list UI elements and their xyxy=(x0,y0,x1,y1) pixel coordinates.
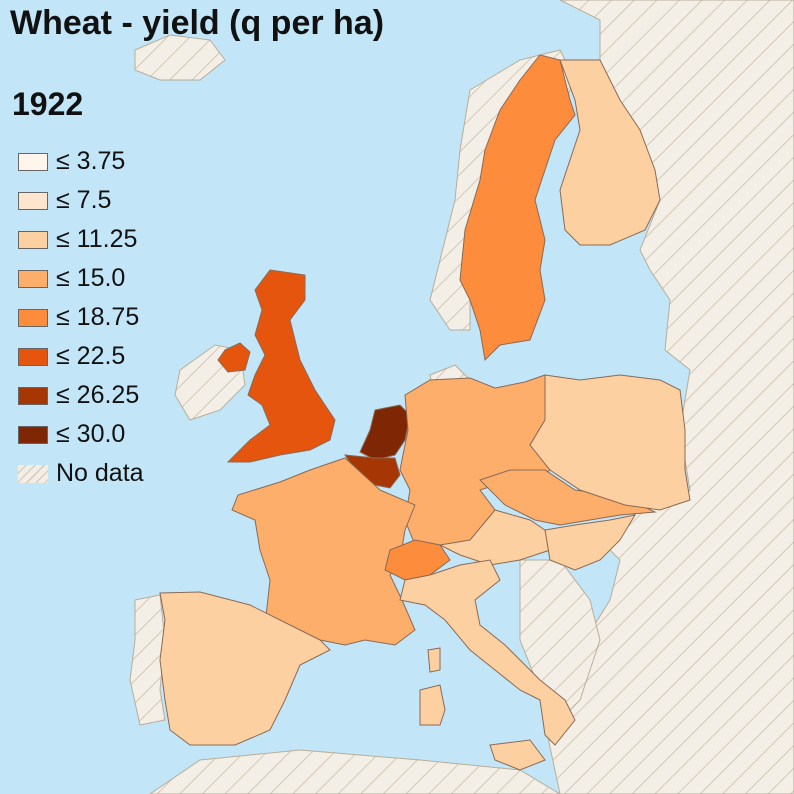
legend-item: ≤ 26.25 xyxy=(18,376,144,415)
legend-swatch xyxy=(18,230,48,249)
legend-item: ≤ 3.75 xyxy=(18,142,144,181)
legend-swatch xyxy=(18,152,48,171)
legend-swatch-no-data xyxy=(18,464,48,483)
region-hungary xyxy=(544,514,637,571)
legend-swatch xyxy=(18,191,48,210)
legend-item: ≤ 15.0 xyxy=(18,259,144,298)
legend-label: ≤ 15.0 xyxy=(56,264,126,292)
countries xyxy=(159,54,691,771)
legend-label: ≤ 11.25 xyxy=(56,225,138,253)
legend-swatch xyxy=(18,269,48,288)
region-italy xyxy=(399,559,576,746)
legend-item: ≤ 7.5 xyxy=(18,181,144,220)
portugal-no-data xyxy=(129,594,166,726)
legend-label: ≤ 7.5 xyxy=(56,186,112,214)
legend-swatch xyxy=(18,308,48,327)
north-africa-no-data xyxy=(149,749,561,794)
legend-swatch xyxy=(18,425,48,444)
region-czechoslovakia xyxy=(479,469,657,526)
legend-label: ≤ 22.5 xyxy=(56,342,126,370)
legend-item: ≤ 18.75 xyxy=(18,298,144,337)
legend-item: ≤ 11.25 xyxy=(18,220,144,259)
legend-label: ≤ 30.0 xyxy=(56,420,126,448)
legend-swatch xyxy=(18,386,48,405)
year-label: 1922 xyxy=(12,86,84,122)
region-sicily xyxy=(489,739,546,771)
region-northern-ireland xyxy=(217,342,251,373)
legend-swatch xyxy=(18,347,48,366)
legend-label: No data xyxy=(56,459,144,487)
legend-item-no-data: No data xyxy=(18,454,144,493)
region-united-kingdom xyxy=(226,269,336,463)
iceland-no-data xyxy=(134,34,226,81)
region-sweden xyxy=(459,54,576,362)
region-netherlands xyxy=(359,404,411,461)
region-switzerland xyxy=(384,539,451,581)
legend-item: ≤ 30.0 xyxy=(18,415,144,454)
region-sardinia xyxy=(419,684,446,726)
region-spain xyxy=(159,591,331,746)
legend-label: ≤ 3.75 xyxy=(56,147,126,175)
map-title: Wheat - yield (q per ha) xyxy=(10,4,385,42)
region-finland xyxy=(559,59,661,246)
region-corsica xyxy=(427,647,441,673)
legend-label: ≤ 26.25 xyxy=(56,381,140,409)
legend-label: ≤ 18.75 xyxy=(56,303,140,331)
region-france xyxy=(231,457,416,646)
legend-item: ≤ 22.5 xyxy=(18,337,144,376)
region-poland xyxy=(529,374,691,511)
legend: ≤ 3.75 ≤ 7.5 ≤ 11.25 ≤ 15.0 ≤ 18.75 ≤ 22… xyxy=(18,142,144,493)
